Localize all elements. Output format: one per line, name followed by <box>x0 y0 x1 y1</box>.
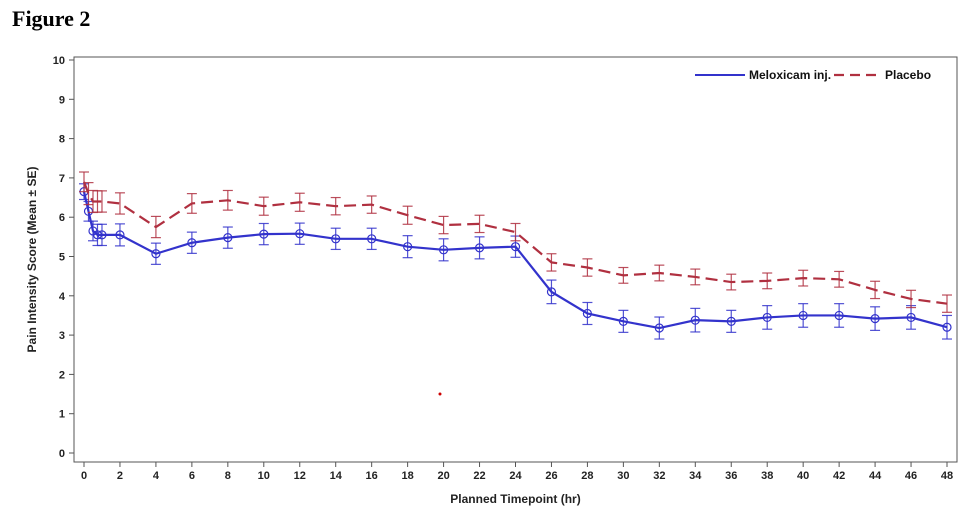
meloxicam-inj-point <box>546 287 557 297</box>
x-axis-label: Planned Timepoint (hr) <box>450 492 580 506</box>
x-tick-label: 48 <box>941 470 953 482</box>
meloxicam-inj-point <box>870 313 880 324</box>
x-tick-label: 0 <box>81 470 87 482</box>
meloxicam-inj-point <box>618 316 628 326</box>
y-tick-label: 3 <box>59 330 65 342</box>
meloxicam-inj-point <box>726 316 736 326</box>
meloxicam-inj-point <box>115 230 125 240</box>
meloxicam-inj-point <box>834 310 844 321</box>
legend-label-placebo: Placebo <box>885 68 931 82</box>
meloxicam-inj-point <box>942 322 952 332</box>
figure-title: Figure 2 <box>12 6 91 31</box>
x-tick-label: 42 <box>833 470 845 482</box>
x-tick-label: 24 <box>509 470 522 482</box>
meloxicam-inj-point <box>798 310 808 321</box>
y-tick-label: 1 <box>59 409 65 421</box>
meloxicam-inj-point <box>690 315 700 325</box>
meloxicam-inj-point <box>474 243 485 253</box>
x-tick-label: 6 <box>189 470 195 482</box>
meloxicam-inj-point <box>762 312 772 323</box>
x-tick-label: 20 <box>437 470 449 482</box>
y-tick-label: 5 <box>59 252 65 264</box>
meloxicam-inj-point <box>295 229 305 239</box>
y-tick-label: 9 <box>59 94 65 106</box>
x-tick-label: 32 <box>653 470 665 482</box>
meloxicam-inj-point <box>403 242 413 252</box>
y-tick-label: 10 <box>53 55 65 67</box>
meloxicam-inj-point <box>438 245 449 255</box>
x-tick-label: 28 <box>581 470 593 482</box>
meloxicam-inj-point <box>654 323 664 333</box>
x-tick-label: 46 <box>905 470 917 482</box>
stray-point <box>438 392 442 396</box>
x-tick-label: 44 <box>869 470 882 482</box>
x-tick-label: 34 <box>689 470 702 482</box>
meloxicam-inj-point <box>259 229 269 239</box>
y-axis-label: Pain Intensity Score (Mean ± SE) <box>25 167 39 353</box>
meloxicam-inj-point <box>187 238 197 248</box>
y-tick-label: 2 <box>59 369 65 381</box>
y-tick-label: 6 <box>59 212 65 224</box>
x-tick-label: 14 <box>330 470 343 482</box>
x-tick-label: 8 <box>225 470 231 482</box>
y-tick-label: 4 <box>59 291 66 303</box>
x-tick-label: 18 <box>402 470 414 482</box>
meloxicam-inj-point <box>92 230 103 240</box>
meloxicam-inj-point <box>97 230 107 240</box>
meloxicam-inj-line <box>82 191 948 330</box>
meloxicam-inj-point <box>223 233 233 243</box>
meloxicam-inj-point <box>582 308 593 319</box>
x-tick-label: 38 <box>761 470 773 482</box>
x-tick-label: 26 <box>545 470 557 482</box>
x-tick-label: 10 <box>258 470 270 482</box>
meloxicam-inj-point <box>510 242 521 252</box>
x-tick-label: 16 <box>366 470 378 482</box>
x-tick-label: 40 <box>797 470 809 482</box>
y-tick-label: 7 <box>59 173 65 185</box>
x-tick-label: 22 <box>473 470 485 482</box>
plot-frame <box>73 56 958 463</box>
meloxicam-inj-point <box>906 312 916 323</box>
meloxicam-inj-point <box>331 234 341 244</box>
y-tick-label: 8 <box>59 134 65 146</box>
x-tick-label: 4 <box>153 470 160 482</box>
x-tick-label: 12 <box>294 470 306 482</box>
x-tick-label: 30 <box>617 470 629 482</box>
x-tick-label: 2 <box>117 470 123 482</box>
meloxicam-inj-point <box>367 234 377 244</box>
legend-label-meloxicam: Meloxicam inj. <box>749 68 831 82</box>
meloxicam-inj-point <box>151 249 161 259</box>
x-tick-label: 36 <box>725 470 737 482</box>
y-tick-label: 0 <box>59 448 65 460</box>
placebo-line <box>82 181 948 305</box>
